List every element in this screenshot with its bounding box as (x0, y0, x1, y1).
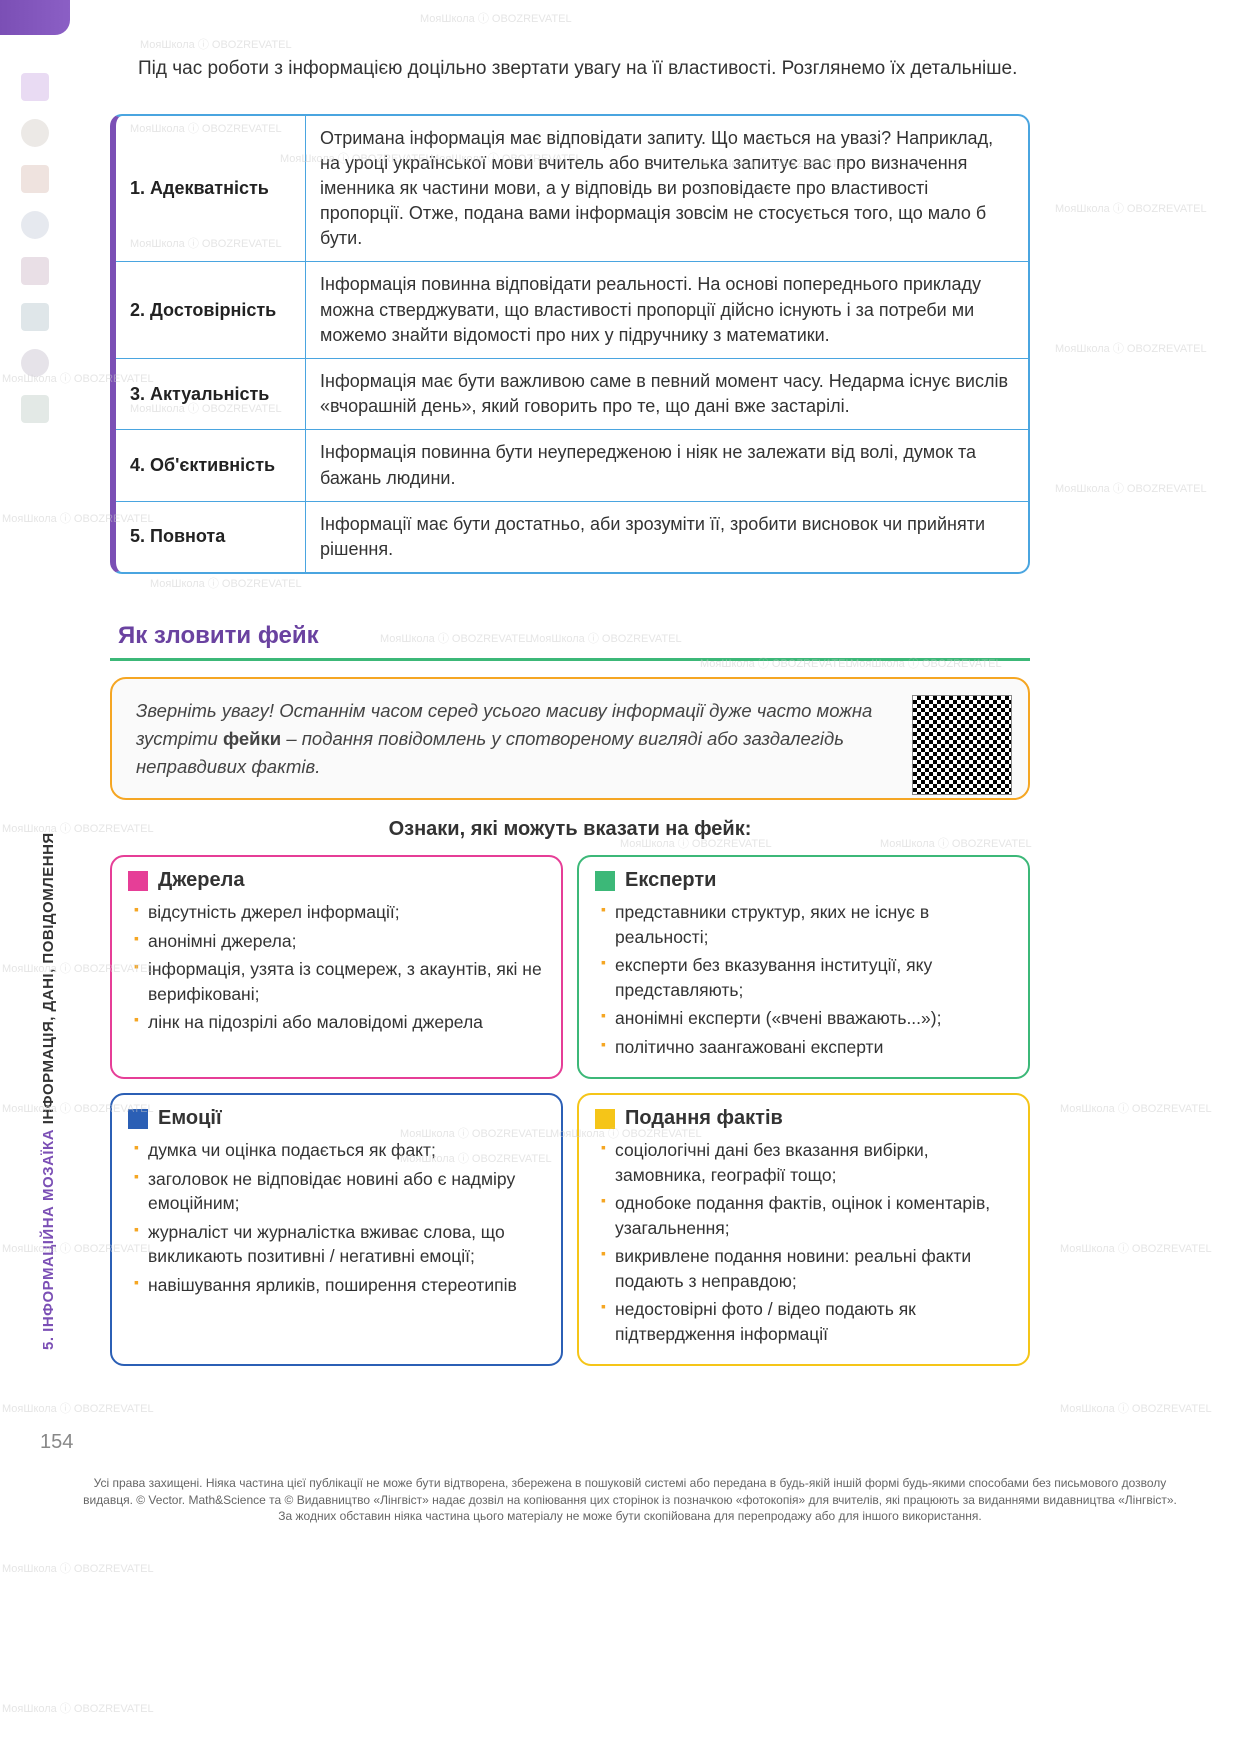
vertical-label-dark: ІНФОРМАЦІЯ, ДАНІ, ПОВІДОМЛЕННЯ (40, 832, 57, 1129)
watermark-text: МояШкола ⓘ OBOZREVATEL (1055, 200, 1207, 216)
watermark-text: МояШкола ⓘ OBOZREVATEL (1060, 1100, 1212, 1116)
page-number: 154 (40, 1431, 73, 1454)
corner-tab (0, 0, 70, 35)
property-label: 5. Повнота (116, 502, 306, 572)
property-label: 4. Об'єктивність (116, 430, 306, 500)
quadrant-list: думка чи оцінка подається як факт; загол… (128, 1138, 545, 1297)
property-description: Інформація повинна бути неупередженою і … (306, 430, 1028, 500)
square-icon (128, 871, 148, 891)
page-content: Під час роботи з інформацією доцільно зв… (110, 55, 1030, 1366)
list-item: інформація, узята із соцмереж, з акаунті… (134, 957, 545, 1006)
table-row: 2. Достовірність Інформація повинна відп… (116, 262, 1028, 359)
list-item: недостовірні фото / відео подають як під… (601, 1297, 1012, 1346)
intro-paragraph: Під час роботи з інформацією доцільно зв… (110, 55, 1030, 84)
list-item: викривлене подання новини: реальні факти… (601, 1244, 1012, 1293)
properties-table: 1. Адекватність Отримана інформація має … (110, 114, 1030, 575)
quadrant-grid: Джерела відсутність джерел інформації; а… (110, 855, 1030, 1366)
table-row: 5. Повнота Інформації має бути достатньо… (116, 502, 1028, 572)
quadrant-experts: Експерти представники структур, яких не … (577, 855, 1030, 1079)
quadrant-title-text: Емоції (158, 1107, 222, 1130)
watermark-text: МояШкола ⓘ OBOZREVATEL (2, 1560, 154, 1576)
fake-section: Як зловити фейк Зверніть увагу! Останнім… (110, 614, 1030, 1366)
table-row: 4. Об'єктивність Інформація повинна бути… (116, 430, 1028, 501)
signs-heading: Ознаки, які можуть вказати на фейк: (110, 818, 1030, 841)
list-item: навішування ярликів, поширення стереотип… (134, 1273, 545, 1298)
quadrant-list: відсутність джерел інформації; анонімні … (128, 900, 545, 1035)
property-label: 1. Адекватність (116, 116, 306, 262)
table-row: 1. Адекватність Отримана інформація має … (116, 116, 1028, 263)
vertical-label-accent: 5. ІНФОРМАЦІЙНА МОЗАЇКА (40, 1129, 57, 1350)
list-item: анонімні експерти («вчені вважають...»); (601, 1006, 1012, 1031)
quadrant-sources: Джерела відсутність джерел інформації; а… (110, 855, 563, 1079)
sidebar-icon (21, 349, 49, 377)
quadrant-list: соціологічні дані без вказання вибірки, … (595, 1138, 1012, 1346)
watermark-text: МояШкола ⓘ OBOZREVATEL (1060, 1240, 1212, 1256)
square-icon (595, 871, 615, 891)
watermark-text: МояШкола ⓘ OBOZREVATEL (420, 10, 572, 26)
attention-prefix: Зверніть увагу! (136, 700, 274, 721)
property-description: Інформація повинна відповідати реальност… (306, 262, 1028, 358)
vertical-chapter-label: 5. ІНФОРМАЦІЙНА МОЗАЇКА ІНФОРМАЦІЯ, ДАНІ… (40, 832, 57, 1350)
quadrant-title: Подання фактів (595, 1107, 1012, 1130)
quadrant-facts: Подання фактів соціологічні дані без вка… (577, 1093, 1030, 1366)
sidebar-icon (21, 165, 49, 193)
attention-text: Зверніть увагу! Останнім часом серед усь… (136, 697, 888, 780)
sidebar-icon (21, 73, 49, 101)
list-item: журналіст чи журналістка вживає слова, щ… (134, 1220, 545, 1269)
watermark-text: МояШкола ⓘ OBOZREVATEL (1055, 340, 1207, 356)
qr-code-icon (912, 695, 1012, 795)
list-item: експерти без вказування інституції, яку … (601, 953, 1012, 1002)
sidebar-icon-strip (15, 55, 55, 441)
watermark-text: МояШкола ⓘ OBOZREVATEL (1060, 1400, 1212, 1416)
quadrant-title-text: Подання фактів (625, 1107, 783, 1130)
copyright-notice: Усі права захищені. Ніяка частина цієї п… (80, 1475, 1180, 1524)
list-item: представники структур, яких не існує в р… (601, 900, 1012, 949)
property-description: Інформації має бути достатньо, аби зрозу… (306, 502, 1028, 572)
list-item: лінк на підозрілі або маловідомі джерела (134, 1010, 545, 1035)
watermark-text: МояШкола ⓘ OBOZREVATEL (2, 1700, 154, 1716)
sidebar-icon (21, 395, 49, 423)
quadrant-title: Емоції (128, 1107, 545, 1130)
property-description: Інформація має бути важливою саме в певн… (306, 359, 1028, 429)
list-item: однобоке подання фактів, оцінок і комент… (601, 1191, 1012, 1240)
list-item: заголовок не відповідає новині або є над… (134, 1167, 545, 1216)
watermark-text: МояШкола ⓘ OBOZREVATEL (140, 36, 292, 52)
quadrant-title-text: Джерела (158, 869, 244, 892)
section-heading: Як зловити фейк (110, 614, 1030, 661)
table-row: 3. Актуальність Інформація має бути важл… (116, 359, 1028, 430)
property-label: 3. Актуальність (116, 359, 306, 429)
list-item: анонімні джерела; (134, 929, 545, 954)
attention-bold: фейки (223, 728, 281, 749)
property-label: 2. Достовірність (116, 262, 306, 358)
list-item: політично заангажовані експерти (601, 1035, 1012, 1060)
quadrant-title: Джерела (128, 869, 545, 892)
square-icon (128, 1109, 148, 1129)
quadrant-title: Експерти (595, 869, 1012, 892)
property-description: Отримана інформація має відповідати запи… (306, 116, 1028, 262)
sidebar-icon (21, 257, 49, 285)
list-item: відсутність джерел інформації; (134, 900, 545, 925)
list-item: соціологічні дані без вказання вибірки, … (601, 1138, 1012, 1187)
sidebar-icon (21, 303, 49, 331)
watermark-text: МояШкола ⓘ OBOZREVATEL (2, 1400, 154, 1416)
sidebar-icon (21, 211, 49, 239)
square-icon (595, 1109, 615, 1129)
quadrant-list: представники структур, яких не існує в р… (595, 900, 1012, 1059)
watermark-text: МояШкола ⓘ OBOZREVATEL (1055, 480, 1207, 496)
sidebar-icon (21, 119, 49, 147)
quadrant-title-text: Експерти (625, 869, 716, 892)
quadrant-emotions: Емоції думка чи оцінка подається як факт… (110, 1093, 563, 1366)
attention-callout: Зверніть увагу! Останнім часом серед усь… (110, 677, 1030, 800)
list-item: думка чи оцінка подається як факт; (134, 1138, 545, 1163)
